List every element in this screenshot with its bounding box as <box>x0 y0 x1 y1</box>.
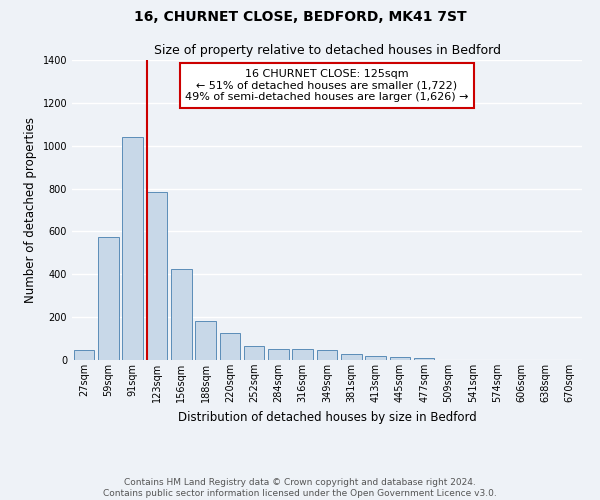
Bar <box>365 356 386 360</box>
Bar <box>414 358 434 360</box>
Bar <box>389 357 410 360</box>
Bar <box>220 332 240 360</box>
Text: 16 CHURNET CLOSE: 125sqm
← 51% of detached houses are smaller (1,722)
49% of sem: 16 CHURNET CLOSE: 125sqm ← 51% of detach… <box>185 69 469 102</box>
Bar <box>195 321 216 360</box>
Y-axis label: Number of detached properties: Number of detached properties <box>24 117 37 303</box>
Bar <box>74 350 94 360</box>
Bar <box>244 346 265 360</box>
Bar <box>317 350 337 360</box>
Bar <box>146 192 167 360</box>
Bar <box>98 237 119 360</box>
Bar <box>122 137 143 360</box>
Bar <box>171 269 191 360</box>
Bar <box>292 350 313 360</box>
Bar <box>341 354 362 360</box>
Title: Size of property relative to detached houses in Bedford: Size of property relative to detached ho… <box>154 44 500 58</box>
X-axis label: Distribution of detached houses by size in Bedford: Distribution of detached houses by size … <box>178 410 476 424</box>
Text: Contains HM Land Registry data © Crown copyright and database right 2024.
Contai: Contains HM Land Registry data © Crown c… <box>103 478 497 498</box>
Bar <box>268 350 289 360</box>
Text: 16, CHURNET CLOSE, BEDFORD, MK41 7ST: 16, CHURNET CLOSE, BEDFORD, MK41 7ST <box>134 10 466 24</box>
